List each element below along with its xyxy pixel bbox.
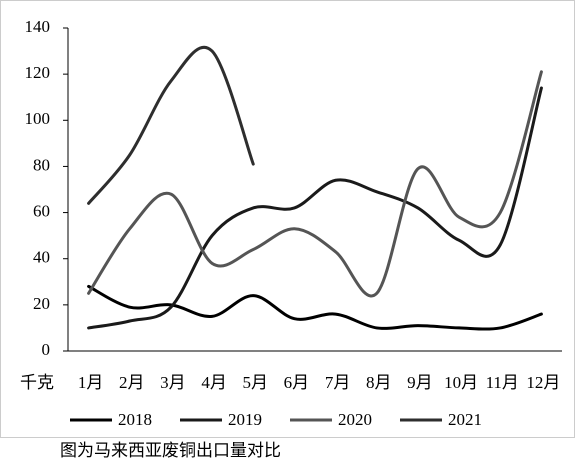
- series-line: [87, 70, 543, 298]
- x-tick-label: 10月: [444, 373, 478, 392]
- y-tick-label: 0: [42, 340, 51, 359]
- x-tick-label: 7月: [325, 373, 351, 392]
- legend-label: 2018: [118, 410, 152, 429]
- x-tick-label: 2月: [119, 373, 145, 392]
- y-tick-label: 40: [33, 248, 50, 267]
- caption: 图为马来西亚废铜出口量对比: [60, 441, 281, 460]
- y-tick-label: 60: [33, 201, 50, 220]
- y-axis-unit: 千克: [20, 373, 54, 392]
- x-tick-label: 9月: [407, 373, 433, 392]
- x-tick-label: 8月: [366, 373, 392, 392]
- series-line: [87, 45, 255, 205]
- series-line: [87, 284, 543, 331]
- x-tick-label: 12月: [526, 373, 560, 392]
- legend-label: 2021: [448, 410, 482, 429]
- y-tick-label: 140: [25, 17, 51, 36]
- x-tick-label: 4月: [201, 373, 227, 392]
- y-tick-label: 100: [25, 109, 51, 128]
- series-line: [87, 86, 543, 330]
- y-tick-label: 120: [25, 63, 51, 82]
- legend-label: 2020: [338, 410, 372, 429]
- x-tick-label: 5月: [243, 373, 269, 392]
- legend-label: 2019: [228, 410, 262, 429]
- x-tick-label: 6月: [284, 373, 310, 392]
- x-tick-label: 1月: [78, 373, 104, 392]
- x-tick-label: 3月: [160, 373, 186, 392]
- y-tick-label: 20: [33, 294, 50, 313]
- x-tick-label: 11月: [486, 373, 519, 392]
- y-tick-label: 80: [33, 155, 50, 174]
